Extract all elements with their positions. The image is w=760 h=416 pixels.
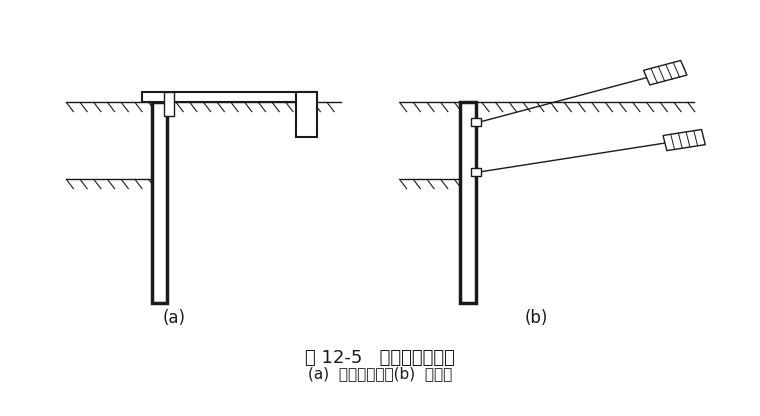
Text: (b): (b) [525,309,549,327]
Bar [471,168,481,176]
Polygon shape [663,129,705,151]
Bar [471,118,481,126]
Text: (a): (a) [163,309,185,327]
Text: (a)  地面拉锚式；(b)  锚杆式: (a) 地面拉锚式；(b) 锚杆式 [308,366,452,381]
Bar [461,102,476,302]
Bar [164,92,174,116]
Bar [152,102,167,302]
Polygon shape [644,60,687,85]
Text: 图 12-5   拉锚式支护结构: 图 12-5 拉锚式支护结构 [305,349,455,367]
Bar [142,92,316,102]
Bar [296,92,317,137]
